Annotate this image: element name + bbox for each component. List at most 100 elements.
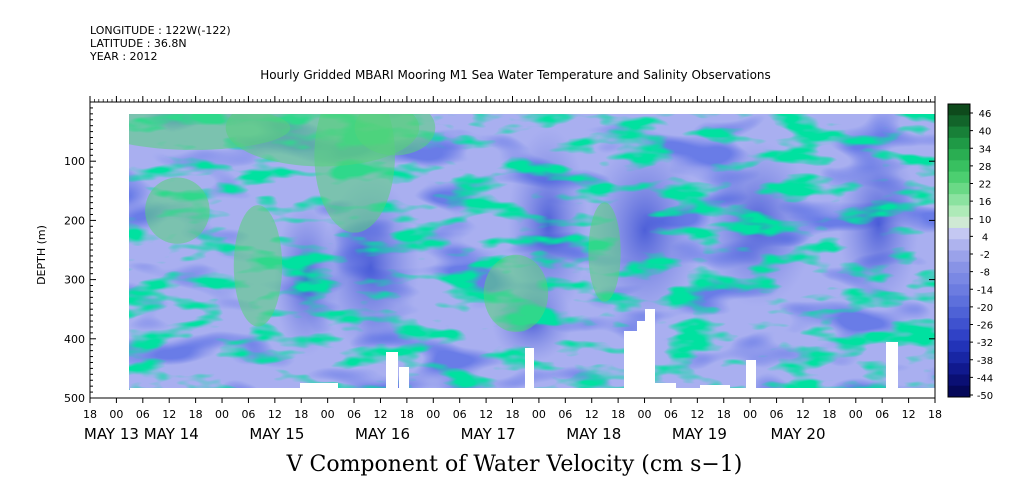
x-tick-label: 06	[347, 408, 361, 421]
colorbar-swatch	[948, 306, 970, 319]
x-tick-label: 06	[558, 408, 572, 421]
colorbar-label: -20	[977, 303, 993, 314]
x-tick-label: 18	[83, 408, 97, 421]
colorbar-label: 10	[979, 215, 992, 226]
x-tick-label: 00	[743, 408, 757, 421]
positive-patch	[588, 202, 621, 302]
colorbar-frame	[947, 103, 971, 398]
colorbar-swatch	[948, 385, 970, 398]
data-gap	[645, 309, 655, 390]
colorbar-swatch	[948, 182, 970, 195]
colorbar-label: 28	[979, 162, 992, 173]
colorbar-swatch	[948, 149, 970, 161]
colorbar-swatch	[948, 205, 970, 218]
colorbar-label: -14	[977, 285, 993, 296]
colorbar-swatch	[948, 171, 970, 184]
y-tick-label: 400	[64, 333, 85, 346]
x-day-label: MAY 15	[249, 425, 304, 443]
x-tick-label: 06	[136, 408, 150, 421]
colorbar-swatch	[948, 194, 970, 206]
colorbar: 46 40 34 28 22 16 10 4 -2 -8 -14 -20 -26 -32 -38 -44 -50	[947, 103, 993, 402]
x-tick-label: 00	[638, 408, 652, 421]
x-tick-label: 18	[717, 408, 731, 421]
colorbar-swatch	[948, 318, 970, 330]
y-tick-label: 200	[64, 214, 85, 227]
colorbar-swatch	[948, 363, 970, 375]
data-gap	[700, 385, 730, 390]
data-gap	[746, 360, 756, 390]
colorbar-swatch	[948, 374, 970, 387]
positive-patch	[314, 114, 395, 233]
chart-title: Hourly Gridded MBARI Mooring M1 Sea Wate…	[260, 68, 771, 82]
data-gap	[386, 352, 398, 390]
x-tick-label: 00	[321, 408, 335, 421]
x-tick-label: 06	[664, 408, 678, 421]
positive-patch	[483, 254, 549, 333]
x-day-label: MAY 18	[566, 425, 621, 443]
heatmap-field	[129, 114, 935, 390]
x-tick-label: 18	[294, 408, 308, 421]
x-tick-label: 12	[373, 408, 387, 421]
data-gap	[399, 367, 409, 390]
colorbar-swatch	[948, 216, 970, 229]
x-tick-label: 18	[189, 408, 203, 421]
colorbar-swatch	[948, 115, 970, 128]
positive-patch	[354, 114, 436, 156]
colorbar-label: -38	[977, 356, 993, 367]
x-tick-label: 12	[902, 408, 916, 421]
y-tick-label: 300	[64, 274, 85, 287]
x-day-label: MAY 17	[461, 425, 516, 443]
colorbar-label: -8	[980, 268, 990, 279]
colorbar-swatch	[948, 126, 970, 139]
x-tick-label: 18	[822, 408, 836, 421]
x-tick-label: 18	[611, 408, 625, 421]
colorbar-swatch	[948, 261, 970, 274]
x-tick-label: 00	[426, 408, 440, 421]
colorbar-label: 16	[979, 197, 992, 208]
y-axis-label: DEPTH (m)	[35, 225, 48, 285]
x-tick-label: 00	[532, 408, 546, 421]
colorbar-label: -32	[977, 338, 993, 349]
x-day-label: MAY 19	[672, 425, 727, 443]
x-day-label: MAY 20	[770, 425, 825, 443]
colorbar-swatch	[948, 250, 970, 263]
x-tick-label: 12	[690, 408, 704, 421]
x-tick-label: 00	[109, 408, 123, 421]
x-tick-label: 12	[479, 408, 493, 421]
data-gap	[624, 331, 637, 390]
x-tick-label: 06	[770, 408, 784, 421]
x-tick-label: 06	[453, 408, 467, 421]
colorbar-swatch	[948, 329, 970, 342]
y-tick-label: 500	[64, 392, 85, 405]
positive-velocity-patches	[129, 114, 621, 333]
colorbar-swatch	[948, 351, 970, 364]
colorbar-label: 34	[979, 144, 992, 155]
data-gap	[886, 342, 898, 390]
colorbar-label: -44	[977, 373, 993, 384]
x-tick-label: 18	[506, 408, 520, 421]
axes: 100 200 300 400 500 18 00 06 12 18 00 06 12 18 00 06 12 1…	[64, 96, 942, 443]
colorbar-label: -50	[977, 391, 993, 402]
y-tick-label: 100	[64, 155, 85, 168]
x-day-label: MAY 16	[355, 425, 410, 443]
positive-patch	[145, 177, 210, 244]
x-day-label: MAY 14	[144, 425, 199, 443]
x-tick-label: 00	[849, 408, 863, 421]
data-gap	[525, 348, 534, 390]
colorbar-swatch	[948, 104, 970, 116]
colorbar-label: -2	[980, 250, 990, 261]
colorbar-swatch	[948, 160, 970, 173]
colorbar-label: 46	[979, 109, 992, 120]
x-day-label: MAY 13	[84, 425, 139, 443]
x-tick-label: 12	[585, 408, 599, 421]
colorbar-swatch	[948, 340, 970, 353]
colorbar-swatch	[948, 284, 970, 297]
x-tick-label: 18	[928, 408, 942, 421]
colorbar-swatch	[948, 137, 970, 150]
positive-patch	[233, 205, 283, 327]
data-gap	[300, 383, 338, 390]
latitude-label: LATITUDE : 36.8N	[90, 37, 187, 50]
colorbar-label: 22	[979, 180, 992, 191]
year-label: YEAR : 2012	[90, 50, 158, 63]
